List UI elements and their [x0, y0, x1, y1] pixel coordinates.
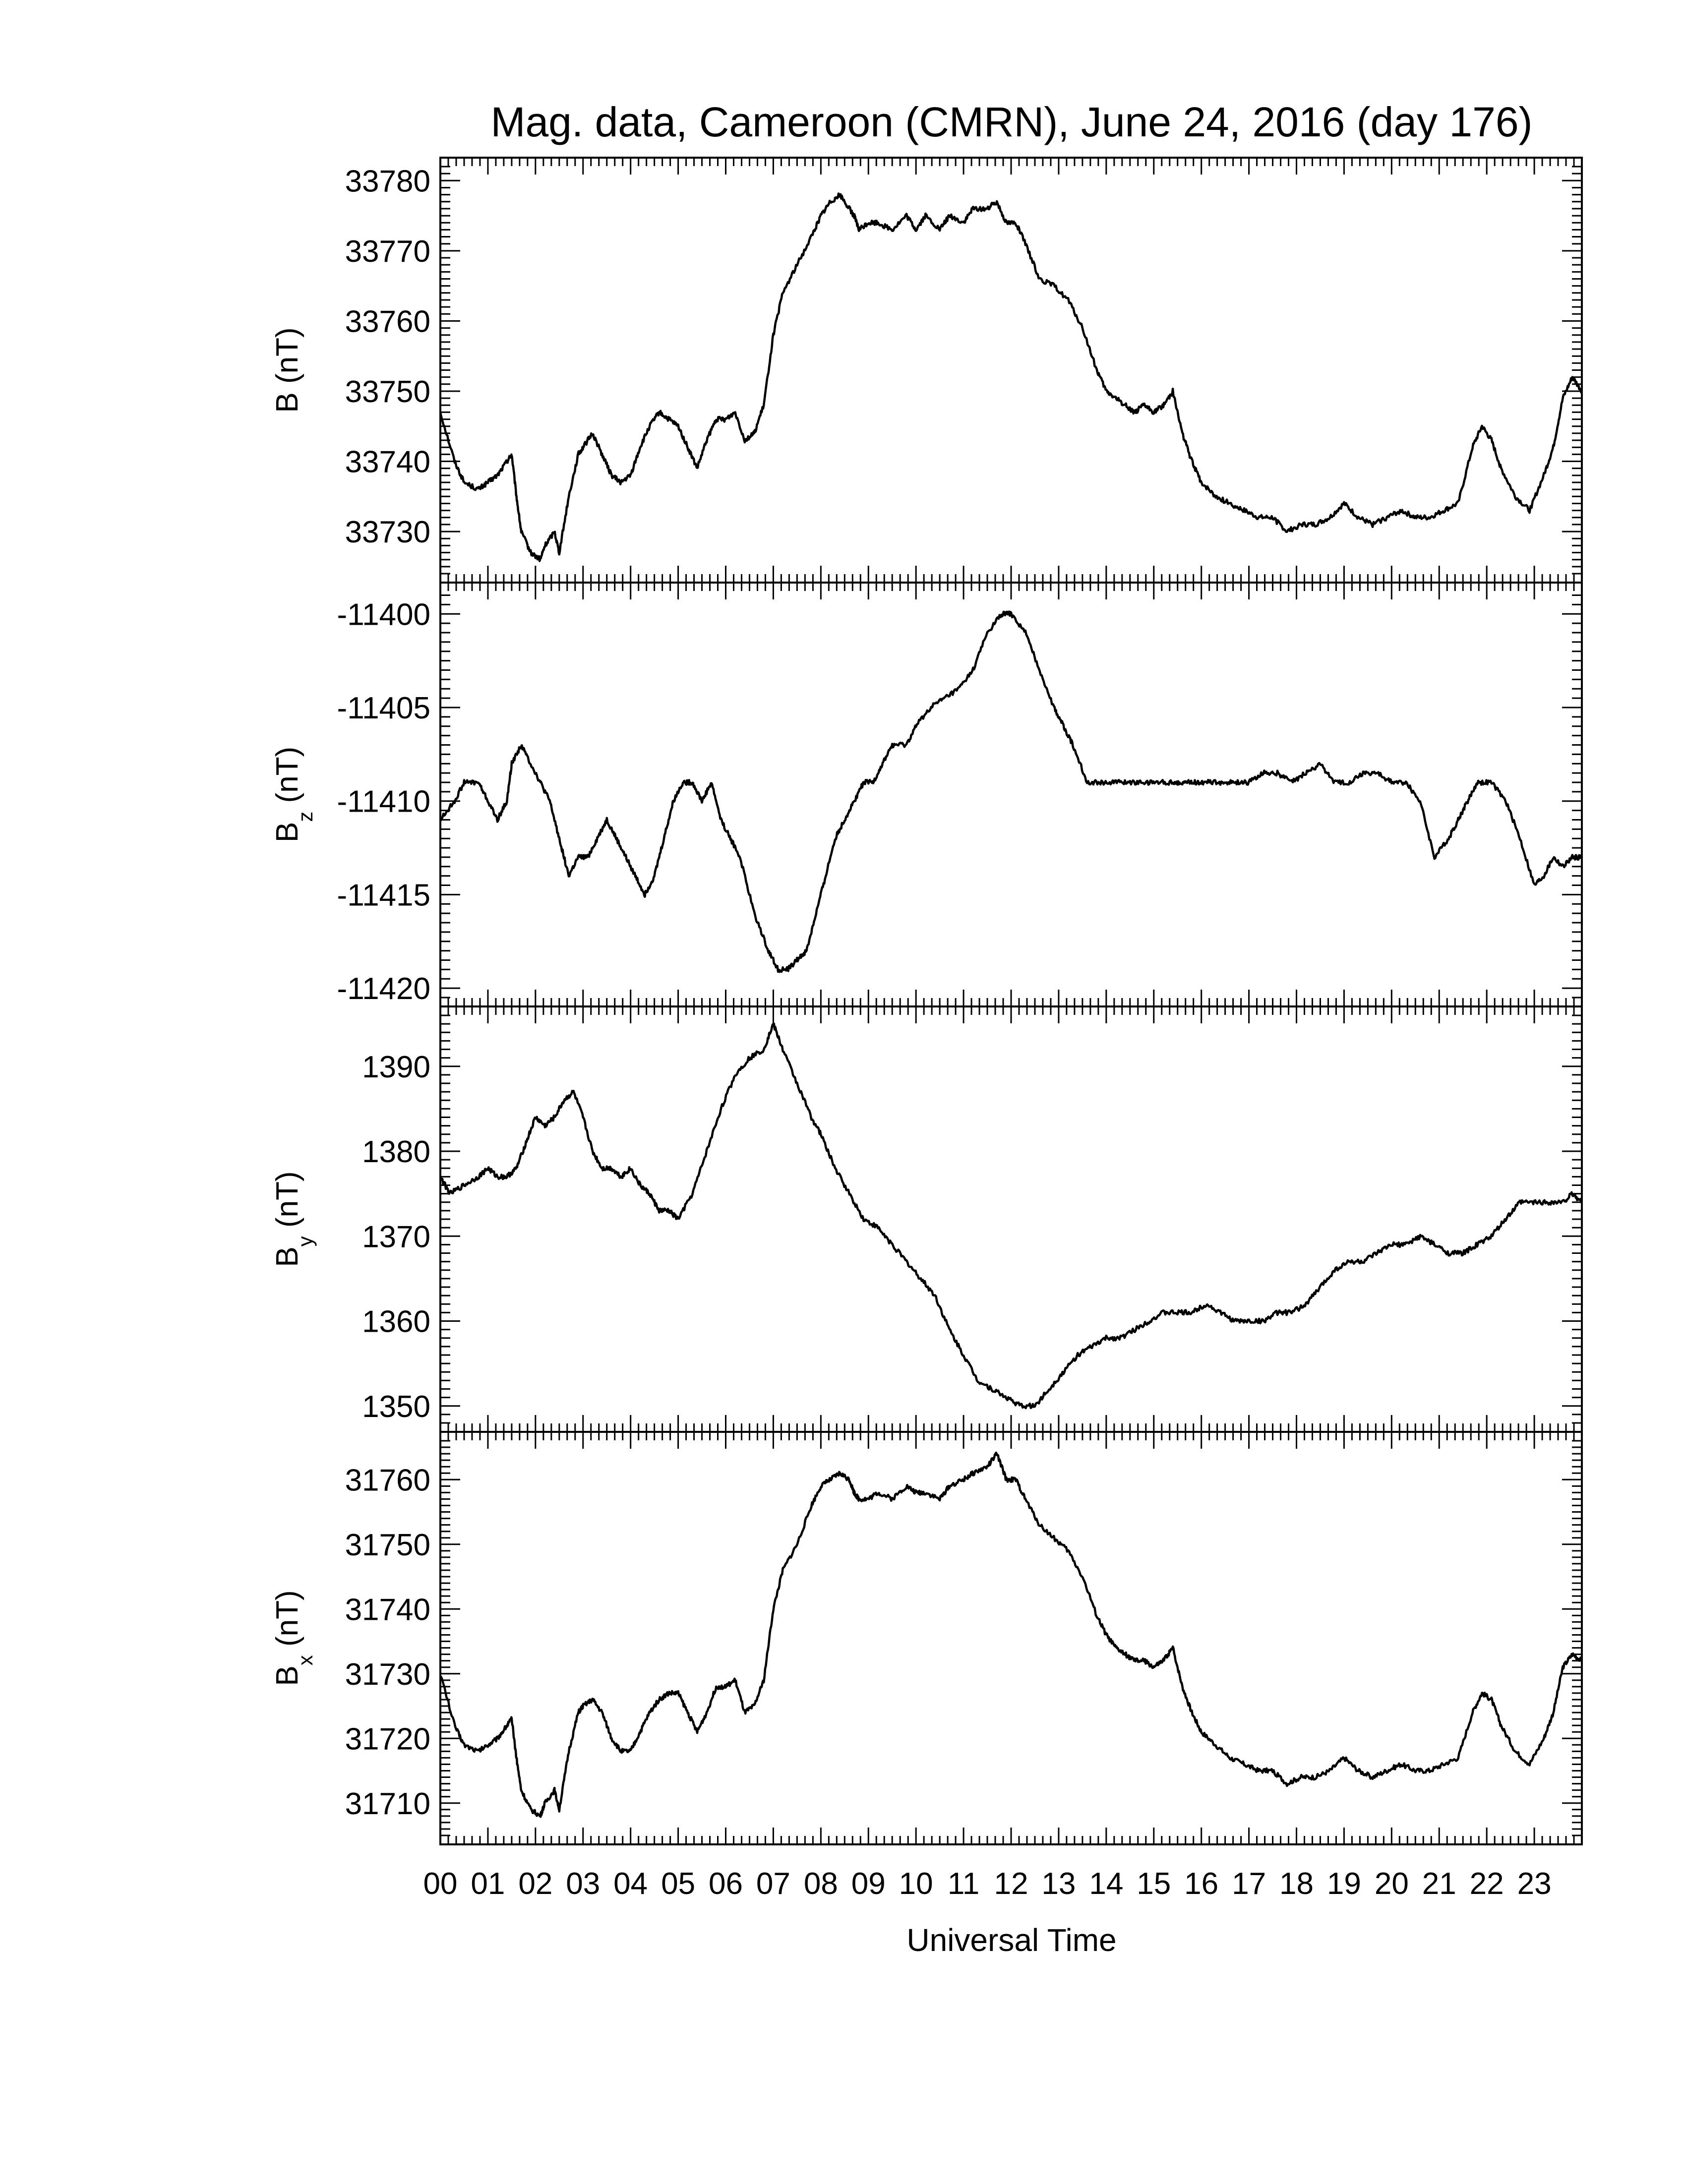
x-tick-label: 16: [1184, 1867, 1218, 1901]
x-tick-label: 02: [518, 1867, 552, 1901]
y-axis-label-main: B: [270, 392, 304, 413]
x-ticks: [439, 158, 1583, 583]
x-tick-label: 11: [948, 1867, 979, 1901]
panel-bz: -11400 -11405 -11410 -11415 -11420 Bz (nT): [270, 582, 1583, 1007]
y-axis-label: Bz (nT): [270, 747, 317, 842]
x-tick-label: 10: [899, 1867, 933, 1901]
y-tick-label: 31720: [345, 1722, 430, 1756]
y-tick-label: -11410: [337, 785, 430, 819]
x-tick-label: 21: [1422, 1867, 1456, 1901]
x-tick-label: 18: [1279, 1867, 1314, 1901]
y-ticks: [440, 594, 1582, 999]
y-axis-label-unit: (nT): [270, 747, 304, 812]
y-axis-label-subscript: y: [294, 1236, 317, 1246]
x-ticks: [439, 1006, 1583, 1432]
x-tick-label: 22: [1470, 1867, 1504, 1901]
y-tick-label: -11420: [337, 972, 430, 1006]
x-tick-label: 14: [1089, 1867, 1123, 1901]
x-ticks: [439, 583, 1583, 1006]
y-tick-label: 33780: [345, 164, 430, 198]
x-tick-label: 13: [1041, 1867, 1076, 1901]
y-tick-label: 33750: [345, 375, 430, 409]
y-axis-label-subscript: z: [294, 812, 317, 822]
x-tick-label: 05: [661, 1867, 695, 1901]
y-ticks: [440, 166, 1582, 575]
x-tick-label: 00: [423, 1867, 458, 1901]
x-axis-label: Universal Time: [906, 1922, 1116, 1958]
series-line-b: [439, 192, 1583, 562]
y-ticks: [440, 1440, 1582, 1836]
series-line-by: [440, 1022, 1582, 1410]
y-tick-label: 33760: [345, 304, 430, 339]
panel-frame: [439, 1005, 1583, 1433]
x-tick-label: 04: [613, 1867, 648, 1901]
x-tick-label: 07: [756, 1867, 790, 1901]
x-tick-label: 03: [566, 1867, 600, 1901]
x-tick-label: 17: [1232, 1867, 1266, 1901]
y-tick-label: 31740: [345, 1593, 430, 1627]
series-line-bx: [439, 1451, 1583, 1818]
y-axis-label-unit: (nT): [270, 1171, 304, 1236]
y-axis-label-unit: (nT): [270, 327, 304, 392]
y-axis-label-main: B: [270, 822, 304, 842]
panel-frame: [439, 582, 1583, 1007]
y-axis-label-subscript: x: [294, 1655, 317, 1665]
x-tick-label: 12: [994, 1867, 1028, 1901]
panel-b: 33730 33740 33750 33760 33770 33780 B (nT): [270, 157, 1583, 584]
panel-by: 1350 1360 1370 1380 1390 By (nT): [270, 1005, 1583, 1433]
x-tick-label: 19: [1327, 1867, 1361, 1901]
y-tick-label: 31730: [345, 1657, 430, 1692]
y-ticks: [440, 1014, 1582, 1424]
x-ticks: [439, 1432, 1583, 1844]
series-line-bz: [439, 610, 1583, 973]
y-tick-label: -11415: [337, 878, 430, 912]
y-tick-label: 1380: [362, 1135, 430, 1169]
y-tick-label: 1390: [362, 1050, 430, 1084]
chart-title: Mag. data, Cameroon (CMRN), June 24, 201…: [490, 99, 1532, 145]
y-tick-label: -11405: [337, 691, 430, 725]
y-axis-label-unit: (nT): [270, 1590, 304, 1655]
y-tick-label: 31750: [345, 1528, 430, 1562]
y-tick-label: 33770: [345, 235, 430, 269]
x-tick-label: 15: [1137, 1867, 1171, 1901]
x-tick-label: 23: [1517, 1867, 1552, 1901]
panel-bx: 31710 31720 31730 31740 31750 31760 Bx (nT): [270, 1431, 1583, 1845]
y-axis-label: Bx (nT): [270, 1590, 317, 1686]
y-tick-label: 33730: [345, 515, 430, 549]
x-tick-label: 01: [471, 1867, 505, 1901]
x-tick-label: 08: [804, 1867, 838, 1901]
y-tick-label: 1360: [362, 1305, 430, 1339]
x-tick-label: 06: [709, 1867, 743, 1901]
y-axis-label: B (nT): [270, 327, 304, 413]
y-tick-label: 1370: [362, 1220, 430, 1254]
y-axis-label-main: B: [270, 1246, 304, 1267]
y-tick-label: 31710: [345, 1787, 430, 1821]
x-tick-label: 09: [851, 1867, 886, 1901]
y-tick-label: 31760: [345, 1463, 430, 1497]
y-axis-label: By (nT): [270, 1171, 317, 1267]
panel-frame: [439, 1431, 1583, 1845]
y-tick-label: 1350: [362, 1390, 430, 1424]
y-tick-label: 33740: [345, 445, 430, 479]
y-axis-label-main: B: [270, 1665, 304, 1686]
x-axis: 00 01 02 03 04 05 06 07 08 09 10 11 12 13 14 15 16 17 18 19…: [423, 1867, 1552, 1901]
y-tick-label: -11400: [337, 597, 430, 632]
x-tick-label: 20: [1375, 1867, 1409, 1901]
